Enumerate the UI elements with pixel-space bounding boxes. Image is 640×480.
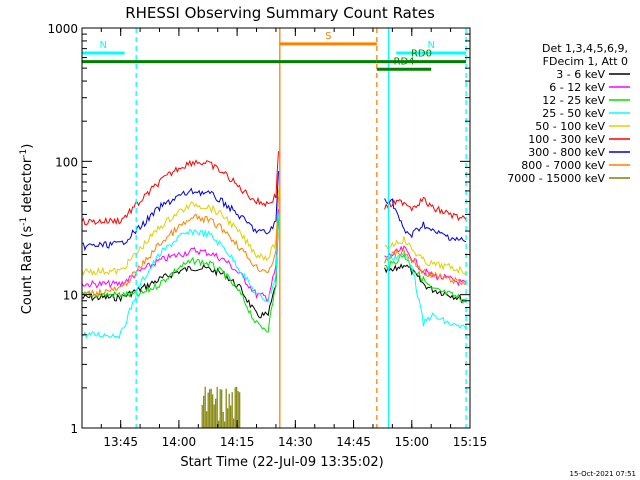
legend-label-6: 300 - 800 keV xyxy=(528,146,605,159)
legend-header-line2: FDecim 1, Att 0 xyxy=(543,55,628,68)
series-0 xyxy=(81,219,467,319)
series-line-1-12 xyxy=(81,209,279,302)
x-tick-label: 13:45 xyxy=(103,435,138,449)
annotation-label-1: N xyxy=(427,40,434,51)
legend-header-line1: Det 1,3,4,5,6,9, xyxy=(542,42,628,55)
series-line-7-12 xyxy=(81,196,279,298)
series-7 xyxy=(81,196,467,298)
series-line-2 xyxy=(384,253,467,304)
y-axis-label-sup2: -1 xyxy=(19,149,29,158)
series-line-4-12 xyxy=(81,189,279,277)
series-line-6-12 xyxy=(81,171,279,252)
series-line-5-12 xyxy=(81,151,279,226)
footer-timestamp: 15-Oct-2021 07:51 xyxy=(570,470,636,478)
y-tick-label: 100 xyxy=(55,155,78,169)
x-tick-label: 14:30 xyxy=(278,435,313,449)
series-line-6 xyxy=(384,198,467,243)
series-4 xyxy=(81,189,467,277)
chart-title: RHESSI Observing Summary Count Rates xyxy=(125,4,435,22)
series-8 xyxy=(201,386,241,428)
y-tick-label: 1 xyxy=(70,422,78,436)
series-6 xyxy=(81,171,467,252)
series-line-3-12 xyxy=(81,213,279,340)
legend-label-8: 7000 - 15000 keV xyxy=(507,172,605,185)
series-5 xyxy=(81,151,467,226)
series-line-0 xyxy=(384,263,467,304)
x-tick-label: 15:00 xyxy=(394,435,429,449)
y-axis-label: Count Rate (s-1 detector-1) xyxy=(19,144,35,315)
y-axis-label-end: ) xyxy=(20,144,35,149)
series-line-7 xyxy=(384,247,467,286)
series-line-0-12 xyxy=(81,219,279,319)
series-2 xyxy=(81,218,467,333)
legend-label-0: 3 - 6 keV xyxy=(556,68,605,81)
y-axis-label-part2: detector xyxy=(20,157,35,217)
legend-label-7: 800 - 7000 keV xyxy=(521,159,605,172)
annotation-label-3: RD0 xyxy=(411,49,432,60)
series-line-3 xyxy=(384,251,467,330)
x-tick-label: 14:45 xyxy=(336,435,371,449)
x-tick-label: 14:00 xyxy=(162,435,197,449)
x-axis-label: Start Time (22-Jul-09 13:35:02) xyxy=(180,455,383,470)
series-line-2-12 xyxy=(81,218,279,333)
series-line-1 xyxy=(384,245,467,287)
legend-label-5: 100 - 300 keV xyxy=(528,133,605,146)
legend-label-2: 12 - 25 keV xyxy=(542,94,605,107)
plot-frame xyxy=(81,27,471,429)
annotation-label-2: S xyxy=(325,31,331,42)
y-axis-label-part1: Count Rate (s xyxy=(20,226,35,315)
annotation-label-4: RD4 xyxy=(394,56,415,67)
annotation-label-0: N xyxy=(100,40,107,51)
y-axis-label-sup1: -1 xyxy=(19,217,29,226)
series-line-5 xyxy=(384,196,467,222)
legend-label-3: 25 - 50 keV xyxy=(542,107,605,120)
y-tick-label: 1000 xyxy=(47,22,78,36)
legend: Det 1,3,4,5,6,9, FDecim 1, Att 0 3 - 6 k… xyxy=(507,42,630,185)
legend-label-4: 50 - 100 keV xyxy=(535,120,605,133)
series-1 xyxy=(81,209,467,302)
x-tick-label: 14:15 xyxy=(220,435,255,449)
x-tick-label: 15:15 xyxy=(453,435,488,449)
y-tick-label: 10 xyxy=(63,289,78,303)
series-line-4 xyxy=(384,236,467,275)
legend-label-1: 6 - 12 keV xyxy=(549,81,605,94)
series-3 xyxy=(81,213,467,340)
